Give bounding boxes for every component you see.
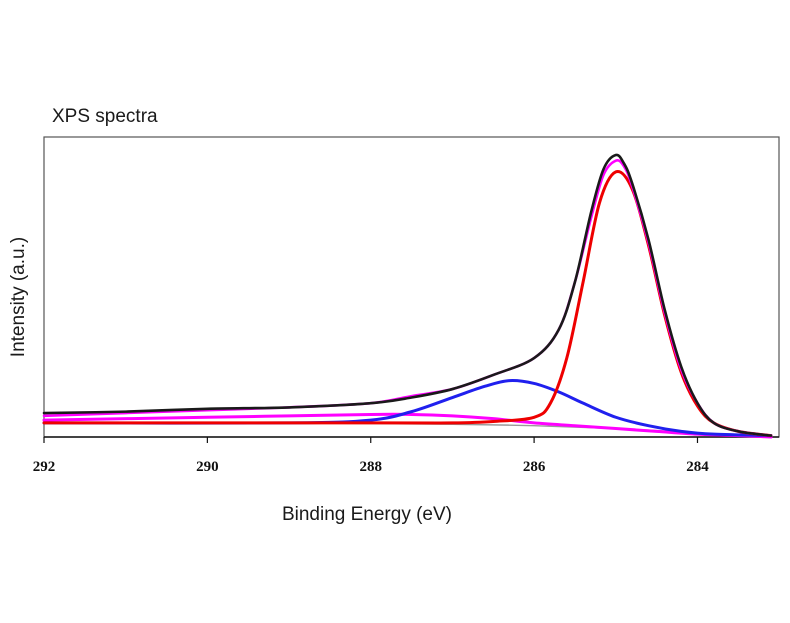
series-line-0 [42, 153, 773, 437]
series-line-2 [42, 169, 773, 438]
x-tick-label: 284 [686, 459, 709, 475]
x-tick-label: 290 [196, 459, 219, 475]
series-group [42, 153, 773, 439]
x-tick-label: 288 [359, 459, 382, 475]
x-tick-label: 286 [523, 459, 546, 475]
plot-area [43, 136, 780, 438]
x-tick-label: 292 [33, 459, 56, 475]
x-axis-ticks: 292 290 288 286 284 [33, 437, 709, 475]
y-axis-label: Intensity (a.u.) [8, 237, 29, 357]
x-axis-label: Binding Energy (eV) [282, 504, 452, 525]
series-line-4 [42, 412, 773, 439]
chart-title: XPS spectra [52, 106, 158, 127]
